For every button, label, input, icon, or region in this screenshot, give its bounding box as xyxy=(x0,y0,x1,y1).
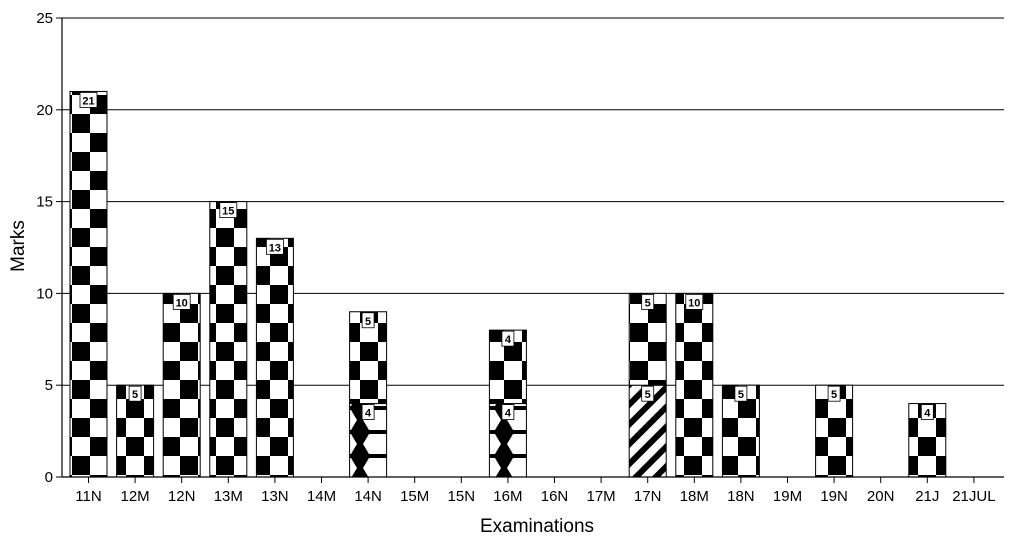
data-label: 4 xyxy=(365,408,372,420)
data-label-box xyxy=(734,385,748,402)
x-tick-label: 19M xyxy=(773,488,802,505)
data-label: 15 xyxy=(222,206,234,218)
x-tick-label: 11N xyxy=(75,488,101,505)
data-label-box xyxy=(685,293,704,310)
bar-segment xyxy=(69,90,108,478)
data-label-box xyxy=(361,312,375,329)
x-tick-label: 21JUL xyxy=(952,488,995,505)
data-label-box xyxy=(501,330,515,347)
x-tick-label: 16M xyxy=(493,488,522,505)
data-label: 4 xyxy=(924,408,931,420)
y-tick-label: 10 xyxy=(36,285,53,302)
x-tick-label: 13M xyxy=(214,488,243,505)
data-label: 4 xyxy=(505,408,512,420)
data-label-box xyxy=(128,385,142,402)
y-tick-label: 20 xyxy=(36,102,53,119)
y-tick-label: 0 xyxy=(45,469,53,486)
x-tick-label: 17N xyxy=(634,488,662,505)
x-tick-label: 12N xyxy=(168,488,196,505)
y-tick-label: 15 xyxy=(36,194,53,211)
data-label: 5 xyxy=(132,389,138,401)
data-label-box xyxy=(219,202,238,219)
data-label-box xyxy=(641,385,655,402)
x-tick-label: 13N xyxy=(261,488,289,505)
bar-segment xyxy=(675,292,714,478)
x-tick-label: 15N xyxy=(448,488,476,505)
bar-segment xyxy=(255,237,294,478)
y-tick-label: 25 xyxy=(36,10,53,27)
y-tick-label: 5 xyxy=(45,377,53,394)
x-tick-label: 19N xyxy=(820,488,848,505)
data-label: 5 xyxy=(645,389,651,401)
bar-segment xyxy=(209,201,248,478)
data-label-box xyxy=(361,404,375,420)
x-axis-title: Examinations xyxy=(480,516,594,537)
x-tick-label: 16N xyxy=(541,488,569,505)
data-label-box xyxy=(265,238,284,255)
x-tick-label: 14M xyxy=(307,488,336,505)
data-label-box xyxy=(172,293,191,310)
x-tick-label: 17M xyxy=(587,488,616,505)
x-tick-label: 15M xyxy=(400,488,429,505)
x-tick-label: 20N xyxy=(867,488,895,505)
data-label: 5 xyxy=(738,389,744,401)
x-tick-label: 18M xyxy=(680,488,709,505)
data-label-box xyxy=(827,385,841,402)
data-label: 10 xyxy=(688,297,700,309)
data-label: 5 xyxy=(365,316,371,328)
data-label: 13 xyxy=(269,242,281,254)
data-label: 4 xyxy=(505,334,512,346)
y-axis-title: Marks xyxy=(8,220,29,272)
data-label: 5 xyxy=(831,389,837,401)
data-label-box xyxy=(641,293,655,310)
x-tick-label: 14N xyxy=(354,488,382,505)
data-label: 10 xyxy=(176,297,188,309)
x-tick-label: 12M xyxy=(121,488,150,505)
data-label: 21 xyxy=(82,95,94,107)
data-label: 5 xyxy=(645,297,651,309)
data-label-box xyxy=(501,404,515,420)
x-tick-label: 21J xyxy=(915,488,939,505)
bar-segment xyxy=(162,292,201,478)
x-tick-label: 18N xyxy=(727,488,755,505)
data-label-box xyxy=(920,404,934,420)
data-label-box xyxy=(79,92,98,108)
